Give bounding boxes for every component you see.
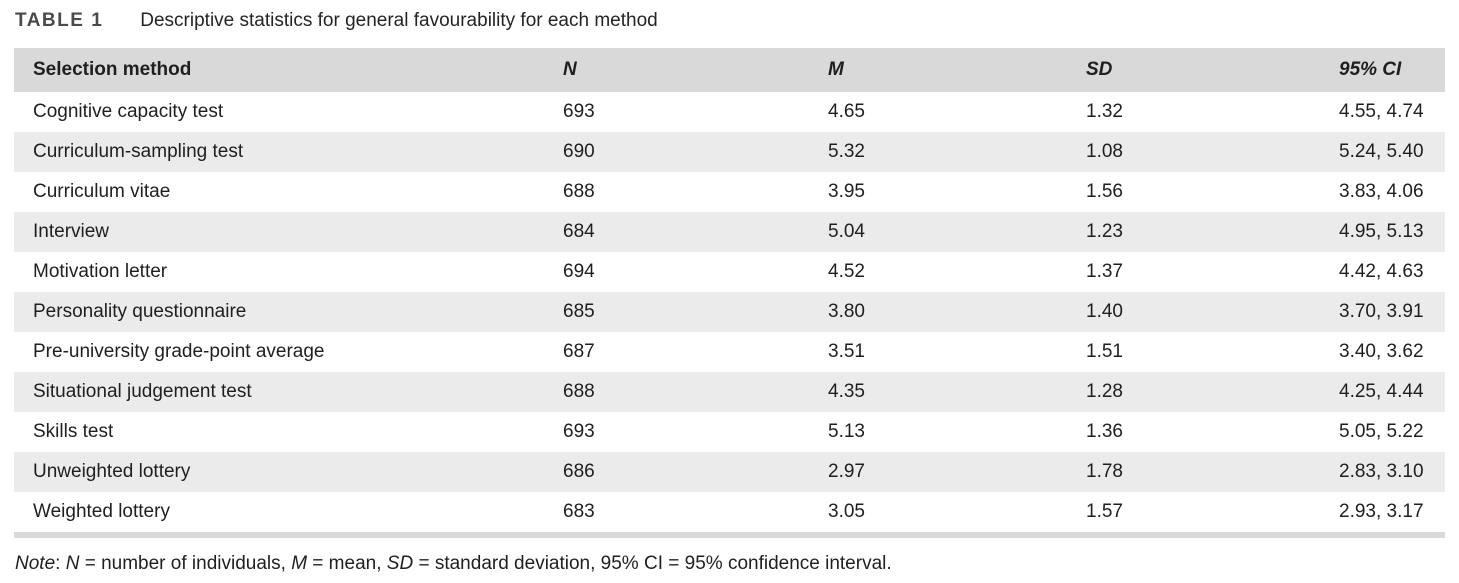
descriptive-statistics-table: Selection method N M SD 95% CI Cognitive cap… xyxy=(14,48,1445,532)
value-cell: 3.80 xyxy=(828,301,865,322)
value-cell: 2.97 xyxy=(828,461,865,482)
value-cell: 688 xyxy=(563,181,595,202)
table-row: Motivation letter 694 4.52 1.37 4.42, 4.63 xyxy=(14,252,1445,292)
table-row: Personality questionnaire 685 3.80 1.40 3.70… xyxy=(14,292,1445,332)
note-segment: = standard deviation, 95% CI = 95% confi… xyxy=(413,553,892,574)
table-row: Weighted lottery 683 3.05 1.57 2.93, 3.17 xyxy=(14,492,1445,532)
table-header-row: Selection method N M SD 95% CI xyxy=(14,48,1445,92)
value-cell: 1.78 xyxy=(1086,461,1123,482)
column-header-selection-method: Selection method xyxy=(14,48,544,92)
value-cell: 1.37 xyxy=(1086,261,1123,282)
value-cell: 5.32 xyxy=(828,141,865,162)
value-cell: 688 xyxy=(563,381,595,402)
method-cell: Curriculum-sampling test xyxy=(33,141,244,162)
value-cell: 1.51 xyxy=(1086,341,1123,362)
value-cell: 4.52 xyxy=(828,261,865,282)
table-row: Unweighted lottery 686 2.97 1.78 2.83, 3.10 xyxy=(14,452,1445,492)
method-cell: Weighted lottery xyxy=(33,501,170,522)
note-segment: = mean, xyxy=(307,553,387,574)
value-cell: 1.40 xyxy=(1086,301,1123,322)
value-cell: 1.57 xyxy=(1086,501,1123,522)
value-cell: 685 xyxy=(563,301,595,322)
value-cell: 4.65 xyxy=(828,101,865,122)
method-cell: Cognitive capacity test xyxy=(33,101,224,122)
value-cell: 693 xyxy=(563,421,595,442)
value-cell: 1.32 xyxy=(1086,101,1123,122)
column-header-n: N xyxy=(544,48,809,92)
note-segment: = number of individuals, xyxy=(79,553,292,574)
value-cell: 4.35 xyxy=(828,381,865,402)
method-cell: Situational judgement test xyxy=(33,381,252,402)
value-cell: 3.95 xyxy=(828,181,865,202)
note-segment: Note xyxy=(15,553,56,574)
note-segment: N xyxy=(65,553,80,574)
method-cell: Unweighted lottery xyxy=(33,461,191,482)
table-caption-row: TABLE 1 Descriptive statistics for gener… xyxy=(0,0,1459,32)
value-cell: 5.04 xyxy=(828,221,865,242)
value-cell: 687 xyxy=(563,341,595,362)
table-row: Curriculum vitae 688 3.95 1.56 3.83, 4.06 xyxy=(14,172,1445,212)
value-cell: 693 xyxy=(563,101,595,122)
table-row: Interview 684 5.04 1.23 4.95, 5.13 xyxy=(14,212,1445,252)
value-cell: 684 xyxy=(563,221,595,242)
table-row: Situational judgement test 688 4.35 1.28 4.2… xyxy=(14,372,1445,412)
value-cell: 5.24, 5.40 xyxy=(1339,141,1424,162)
table-note: Note: N = number of individuals, M = mea… xyxy=(15,553,1459,575)
table-bottom-rule xyxy=(14,532,1445,538)
note-segment: SD xyxy=(386,553,414,574)
value-cell: 1.56 xyxy=(1086,181,1123,202)
method-cell: Pre-university grade-point average xyxy=(33,341,325,362)
table-label: TABLE 1 xyxy=(15,10,104,31)
table-row: Curriculum-sampling test 690 5.32 1.08 5.24,… xyxy=(14,132,1445,172)
value-cell: 683 xyxy=(563,501,595,522)
value-cell: 694 xyxy=(563,261,595,282)
value-cell: 3.70, 3.91 xyxy=(1339,301,1424,322)
value-cell: 2.93, 3.17 xyxy=(1339,501,1424,522)
value-cell: 2.83, 3.10 xyxy=(1339,461,1424,482)
value-cell: 4.95, 5.13 xyxy=(1339,221,1424,242)
value-cell: 4.42, 4.63 xyxy=(1339,261,1424,282)
value-cell: 4.55, 4.74 xyxy=(1339,101,1424,122)
value-cell: 5.05, 5.22 xyxy=(1339,421,1424,442)
table-title: Descriptive statistics for general favou… xyxy=(140,10,658,31)
method-cell: Motivation letter xyxy=(33,261,168,282)
value-cell: 1.08 xyxy=(1086,141,1123,162)
table-row: Skills test 693 5.13 1.36 5.05, 5.22 xyxy=(14,412,1445,452)
value-cell: 686 xyxy=(563,461,595,482)
value-cell: 3.51 xyxy=(828,341,865,362)
note-segment: : xyxy=(55,553,66,574)
table-row: Cognitive capacity test 693 4.65 1.32 4.55, … xyxy=(14,92,1445,132)
value-cell: 4.25, 4.44 xyxy=(1339,381,1424,402)
column-header-m: M xyxy=(809,48,1067,92)
column-header-95-ci: 95% CI xyxy=(1320,48,1445,92)
table-header: Selection method N M SD 95% CI xyxy=(14,48,1445,92)
value-cell: 3.05 xyxy=(828,501,865,522)
table-row: Pre-university grade-point average 687 3.5… xyxy=(14,332,1445,372)
value-cell: 3.40, 3.62 xyxy=(1339,341,1424,362)
value-cell: 690 xyxy=(563,141,595,162)
value-cell: 1.28 xyxy=(1086,381,1123,402)
method-cell: Personality questionnaire xyxy=(33,301,247,322)
value-cell: 5.13 xyxy=(828,421,865,442)
table-body: Cognitive capacity test 693 4.65 1.32 4.55, … xyxy=(14,92,1445,532)
note-segment: M xyxy=(291,553,308,574)
value-cell: 1.36 xyxy=(1086,421,1123,442)
method-cell: Curriculum vitae xyxy=(33,181,171,202)
column-header-sd: SD xyxy=(1067,48,1320,92)
value-cell: 1.23 xyxy=(1086,221,1123,242)
value-cell: 3.83, 4.06 xyxy=(1339,181,1424,202)
method-cell: Skills test xyxy=(33,421,114,442)
method-cell: Interview xyxy=(33,221,110,242)
